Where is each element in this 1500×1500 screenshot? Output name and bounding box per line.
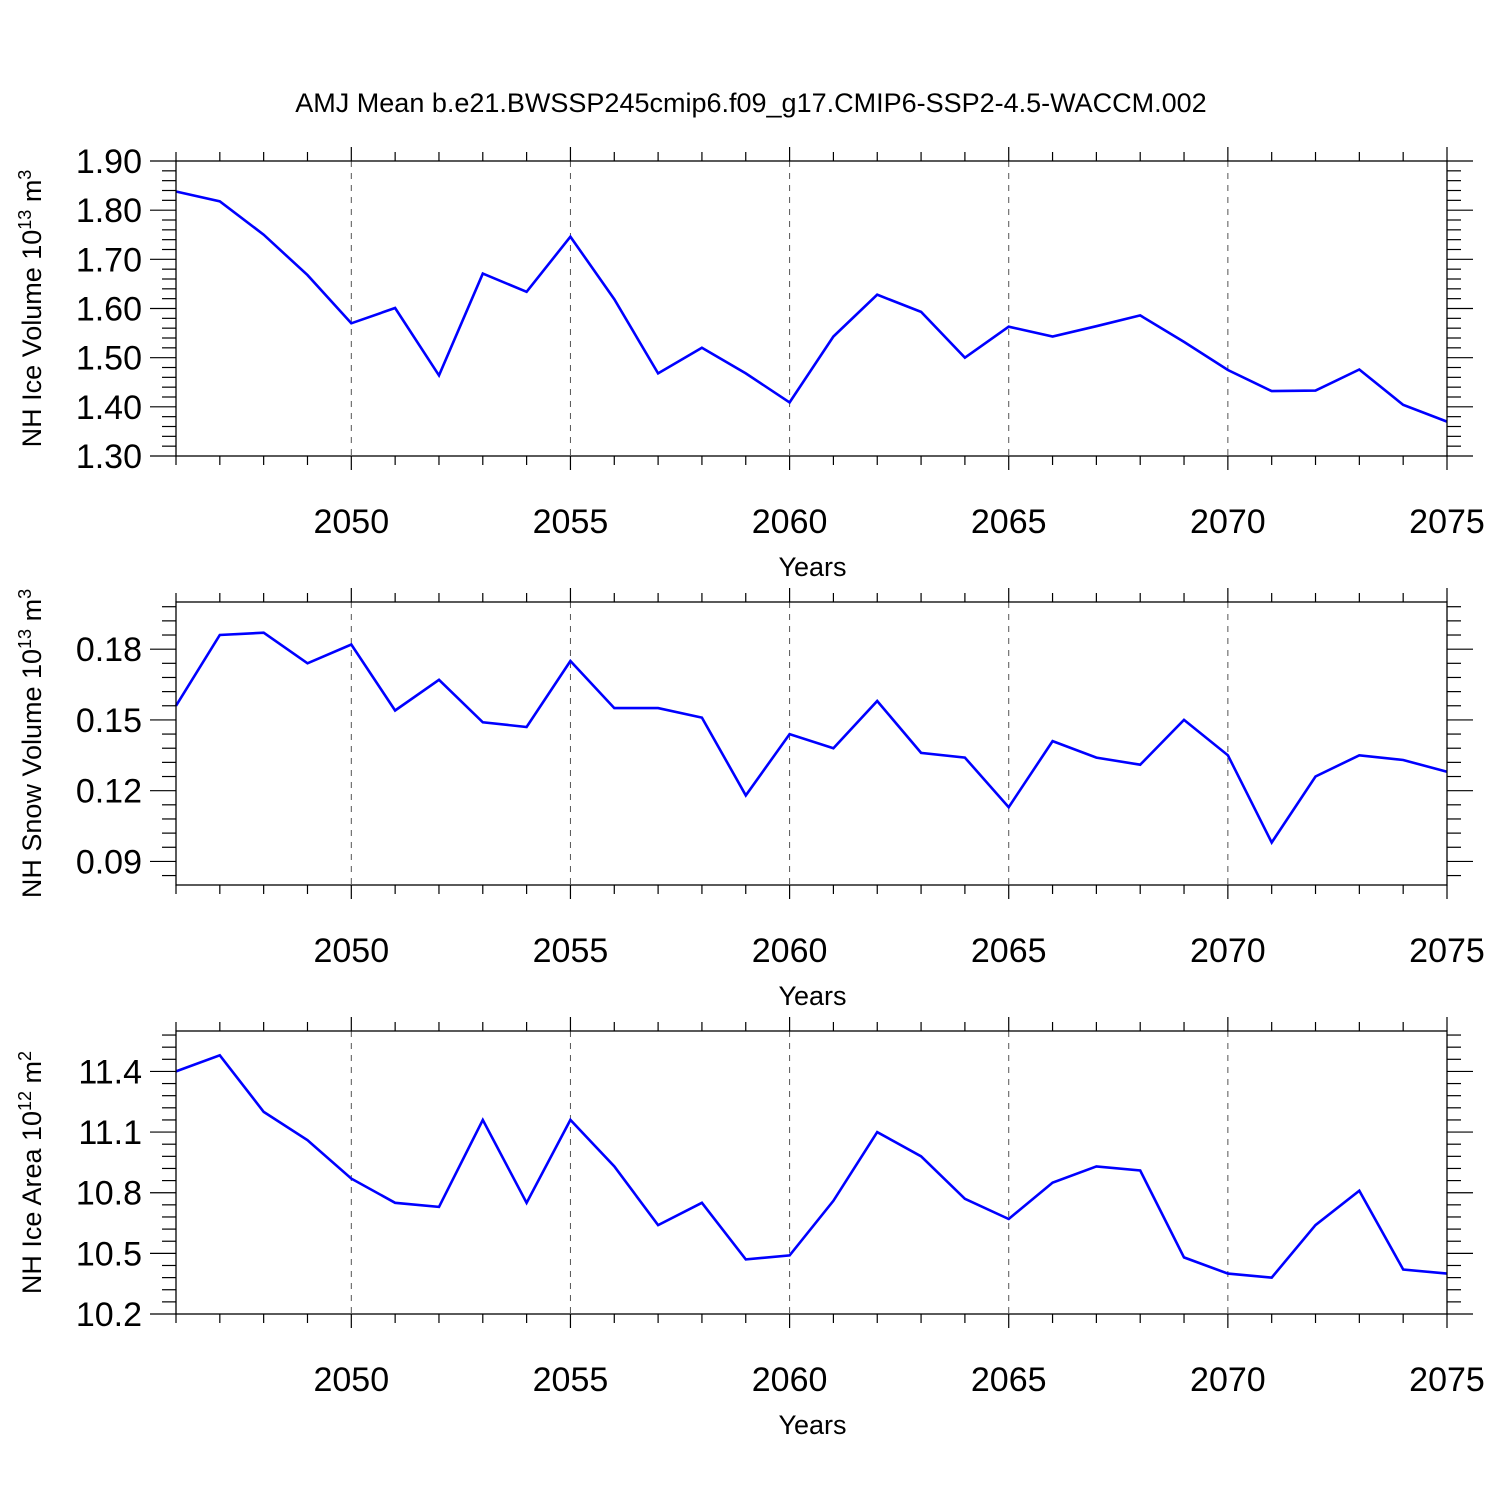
ice-volume-y-tick-label: 1.70 (76, 241, 142, 279)
ice-area-y-axis-label-part: NH Ice Area 10 (17, 1111, 47, 1294)
ice-volume-plot-frame (175, 160, 1448, 457)
ice-area-y-tick-label: 10.8 (76, 1175, 142, 1213)
ice-area-x-tick-label: 2060 (752, 1361, 828, 1399)
ice-volume-x-tick-label: 2050 (313, 503, 389, 541)
snow-volume-y-axis-label: NH Snow Volume 1013 m3 (15, 589, 47, 898)
ice-volume-y-axis-label-superscript: 13 (15, 210, 35, 230)
ice-volume-y-tick-label: 1.30 (76, 438, 142, 476)
snow-volume-x-tick-label: 2070 (1190, 932, 1266, 970)
ice-volume-x-tick-label: 2070 (1190, 503, 1266, 541)
snow-volume-x-tick-label: 2075 (1409, 932, 1485, 970)
snow-volume-y-tick-label: 0.15 (76, 702, 142, 740)
ice-volume-y-tick-label: 1.60 (76, 291, 142, 329)
ice-area-y-axis-label-part: m (17, 1061, 47, 1091)
snow-volume-y-tick-label: 0.18 (76, 631, 142, 669)
ice-area-x-axis-label: Years (778, 1410, 846, 1440)
snow-volume-y-axis-label-superscript: 3 (15, 589, 35, 599)
snow-volume-x-tick-label: 2050 (313, 932, 389, 970)
ice-volume-x-tick-label: 2055 (533, 503, 609, 541)
ice-volume-y-axis-label-superscript: 3 (15, 170, 35, 180)
ice-volume-y-axis-label-part: m (17, 180, 47, 210)
ice-area-series-line (175, 1053, 1448, 1279)
ice-volume-y-tick-label: 1.90 (76, 143, 142, 181)
ice-volume-y-tick-label: 1.50 (76, 340, 142, 378)
ice-area-y-axis-label-superscript: 2 (15, 1051, 35, 1061)
snow-volume-x-tick-label: 2065 (971, 932, 1047, 970)
snow-volume-y-axis-label-part: NH Snow Volume 10 (17, 649, 47, 898)
ice-area-x-tick-label: 2065 (971, 1361, 1047, 1399)
ice-volume-x-tick-label: 2075 (1409, 503, 1485, 541)
snow-volume-plot-frame (175, 601, 1448, 886)
chart-title: AMJ Mean b.e21.BWSSP245cmip6.f09_g17.CMI… (295, 88, 1206, 118)
ice-volume-y-tick-label: 1.80 (76, 192, 142, 230)
ice-area-y-tick-label: 11.4 (78, 1053, 142, 1091)
ice-area-y-tick-label: 11.1 (78, 1114, 142, 1152)
ice-volume-y-axis-label: NH Ice Volume 1013 m3 (15, 170, 47, 448)
snow-volume-y-tick-label: 0.09 (76, 843, 142, 881)
ice-volume-series-line (175, 190, 1448, 423)
ice-area-x-tick-label: 2050 (313, 1361, 389, 1399)
ice-area-plot-frame (175, 1030, 1448, 1315)
ice-volume-x-tick-label: 2065 (971, 503, 1047, 541)
ice-area-x-tick-label: 2075 (1409, 1361, 1485, 1399)
ice-volume-y-tick-label: 1.40 (76, 389, 142, 427)
panel-snow-volume: 0.09 0.12 0.15 0.18 2050 2055 2060 2065 2070 2075… (15, 588, 1485, 1011)
ice-area-y-tick-label: 10.5 (76, 1235, 142, 1273)
ice-area-y-axis-label-superscript: 12 (15, 1091, 35, 1111)
ice-volume-y-axis-label-part: NH Ice Volume 10 (17, 230, 47, 448)
snow-volume-x-axis-label: Years (778, 981, 846, 1011)
snow-volume-series-line (174, 631, 1448, 846)
ice-area-y-tick-label: 10.2 (76, 1296, 142, 1334)
snow-volume-y-axis-label-part: m (17, 599, 47, 629)
ice-area-x-tick-label: 2055 (533, 1361, 609, 1399)
snow-volume-y-axis-label-superscript: 13 (15, 629, 35, 649)
panel-ice-area: 10.2 10.5 10.8 11.1 11.4 2050 2055 2060 2065 2070… (15, 1017, 1485, 1440)
ice-area-x-tick-label: 2070 (1190, 1361, 1266, 1399)
panel-ice-volume: 1.30 1.40 1.50 1.60 1.70 1.80 1.90 2050 2055 2060… (15, 143, 1485, 582)
snow-volume-y-tick-label: 0.12 (76, 773, 142, 811)
ice-area-y-axis-label: NH Ice Area 1012 m2 (15, 1051, 47, 1294)
ice-volume-x-axis-label: Years (778, 552, 846, 582)
ice-volume-x-tick-label: 2060 (752, 503, 828, 541)
snow-volume-x-tick-label: 2060 (752, 932, 828, 970)
snow-volume-x-tick-label: 2055 (533, 932, 609, 970)
